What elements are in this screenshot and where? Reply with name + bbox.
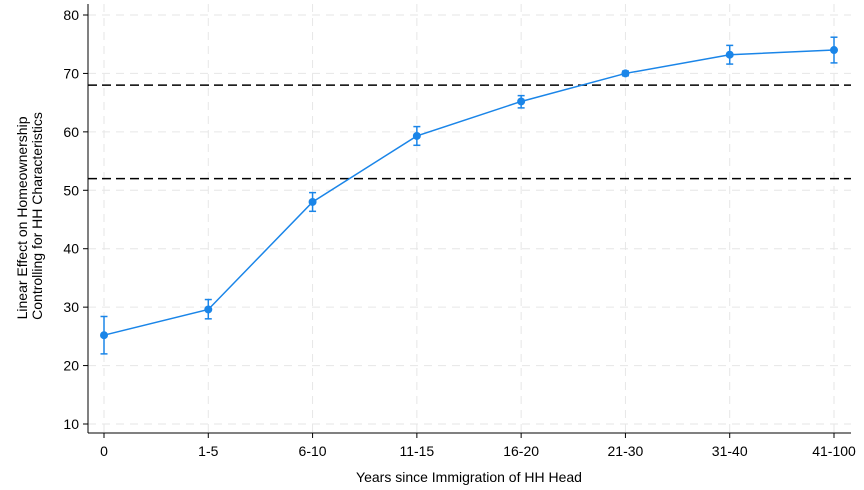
data-point xyxy=(725,50,734,59)
x-tick-label: 1-5 xyxy=(198,443,218,459)
y-axis-title-line-1: Linear Effect on Homeownership xyxy=(14,116,30,319)
x-tick-label: 6-10 xyxy=(299,443,327,459)
data-point xyxy=(100,331,108,340)
y-axis-title-line-2: Controlling for HH Characteristics xyxy=(29,112,45,320)
x-tick-label: 41-100 xyxy=(812,443,856,459)
x-tick-label: 11-15 xyxy=(399,443,434,459)
y-tick-label: 80 xyxy=(63,7,79,23)
reference-lines xyxy=(88,84,851,180)
y-tick-label: 50 xyxy=(63,182,79,198)
x-tick-label: 21-30 xyxy=(608,443,644,459)
y-tick-label: 40 xyxy=(63,241,79,257)
y-tick-label: 60 xyxy=(63,124,79,140)
axes: 10 20 30 40 50 60 70 80 0 1-5 6-10 11-15 16-20 21-30 3… xyxy=(63,4,856,459)
x-tick-label: 0 xyxy=(100,443,108,459)
data-point xyxy=(517,97,526,106)
x-axis-title: Years since Immigration of HH Head xyxy=(356,469,582,485)
series-line xyxy=(103,49,835,336)
data-point xyxy=(621,69,630,78)
data-point xyxy=(204,305,213,314)
data-point xyxy=(308,197,317,206)
x-tick-label: 31-40 xyxy=(712,443,748,459)
gridlines xyxy=(88,4,851,433)
y-tick-label: 70 xyxy=(63,65,79,81)
y-tick-label: 30 xyxy=(63,299,79,315)
y-tick-label: 10 xyxy=(63,416,79,432)
x-tick-label: 16-20 xyxy=(503,443,539,459)
y-axis-title: Linear Effect on Homeownership Controlli… xyxy=(14,112,45,320)
y-tick-label: 20 xyxy=(63,358,79,374)
data-point xyxy=(412,131,421,140)
series-marks xyxy=(100,36,838,355)
data-point xyxy=(830,46,838,55)
